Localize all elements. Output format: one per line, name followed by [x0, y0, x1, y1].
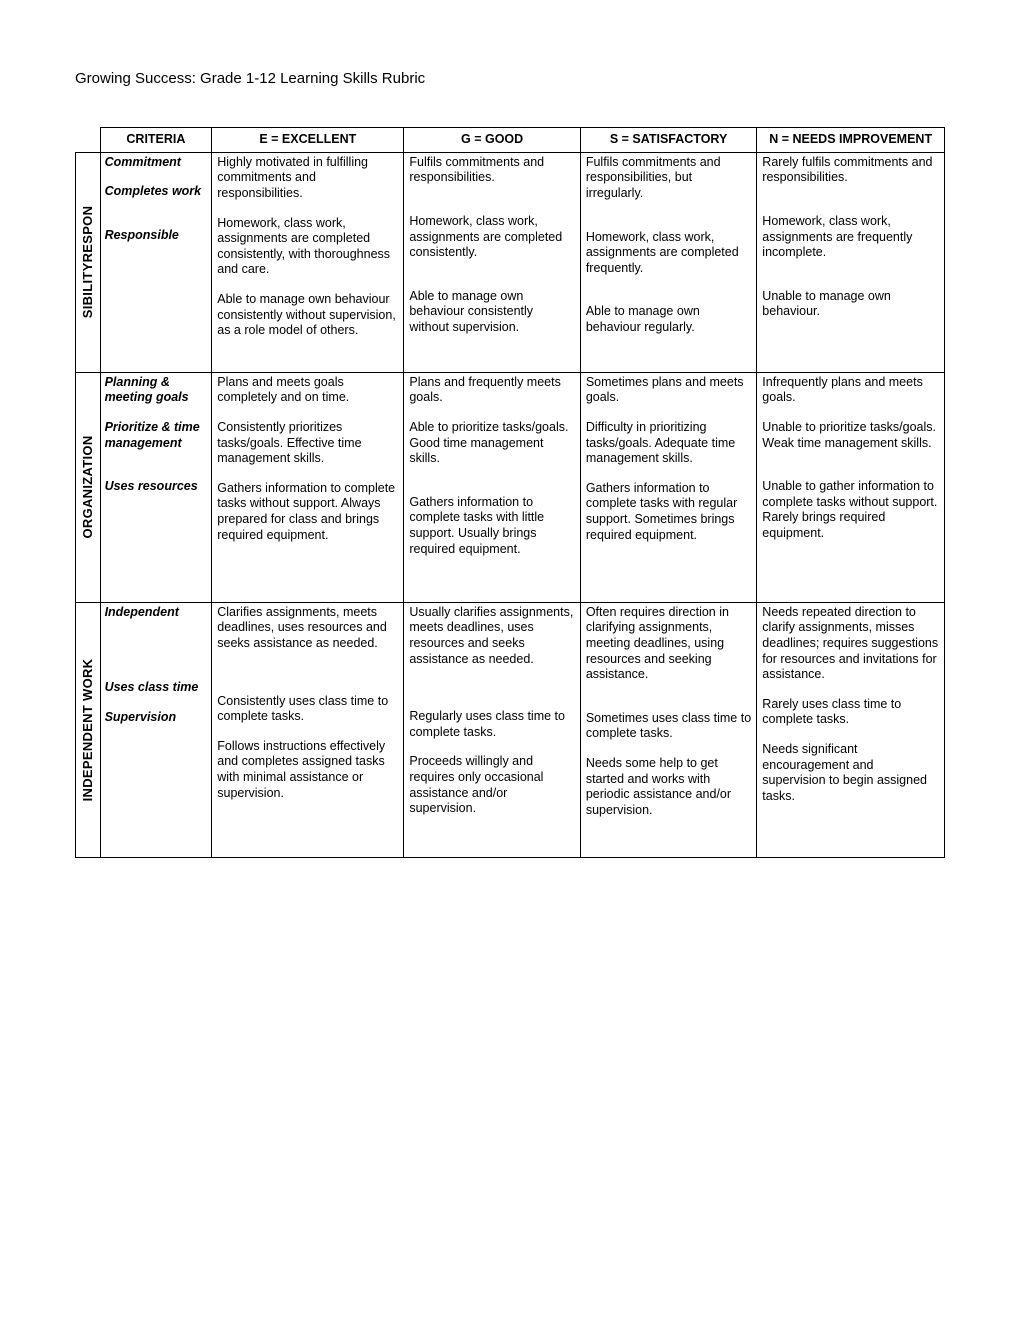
needs-cell: Infrequently plans and meets goals. Unab…	[757, 372, 945, 602]
header-blank	[76, 128, 101, 153]
excellent-cell: Highly motivated in fulfilling commitmen…	[212, 152, 404, 372]
good-cell: Usually clarifies assignments, meets dea…	[404, 602, 580, 857]
header-good: G = GOOD	[404, 128, 580, 153]
needs-cell: Needs repeated direction to clarify assi…	[757, 602, 945, 857]
excellent-cell: Clarifies assignments, meets deadlines, …	[212, 602, 404, 857]
needs-cell: Rarely fulfils commitments and responsib…	[757, 152, 945, 372]
criteria-cell: Planning & meeting goals Prioritize & ti…	[100, 372, 212, 602]
criteria-cell: Independent Uses class time Supervision	[100, 602, 212, 857]
table-row: SIBILITYRESPON Commitment Completes work…	[76, 152, 945, 372]
criteria-cell: Commitment Completes work Responsible	[100, 152, 212, 372]
satisfactory-cell: Fulfils commitments and responsibilities…	[580, 152, 756, 372]
category-responsibility: SIBILITYRESPON	[76, 152, 101, 372]
header-excellent: E = EXCELLENT	[212, 128, 404, 153]
header-needs: N = NEEDS IMPROVEMENT	[757, 128, 945, 153]
excellent-cell: Plans and meets goals completely and on …	[212, 372, 404, 602]
category-independent-work: INDEPENDENT WORK	[76, 602, 101, 857]
table-row: ORGANIZATION Planning & meeting goals Pr…	[76, 372, 945, 602]
satisfactory-cell: Often requires direction in clarifying a…	[580, 602, 756, 857]
document-title: Growing Success: Grade 1-12 Learning Ski…	[75, 70, 945, 87]
good-cell: Fulfils commitments and responsibilities…	[404, 152, 580, 372]
header-criteria: CRITERIA	[100, 128, 212, 153]
good-cell: Plans and frequently meets goals. Able t…	[404, 372, 580, 602]
table-row: INDEPENDENT WORK Independent Uses class …	[76, 602, 945, 857]
category-organization: ORGANIZATION	[76, 372, 101, 602]
header-satisfactory: S = SATISFACTORY	[580, 128, 756, 153]
rubric-table: CRITERIA E = EXCELLENT G = GOOD S = SATI…	[75, 127, 945, 858]
satisfactory-cell: Sometimes plans and meets goals. Difficu…	[580, 372, 756, 602]
